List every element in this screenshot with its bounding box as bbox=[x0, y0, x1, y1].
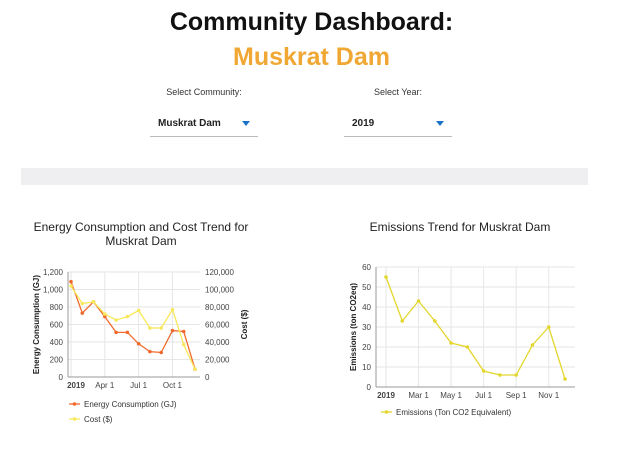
cost-point bbox=[125, 314, 130, 319]
emissions-point bbox=[416, 299, 421, 303]
energy-point bbox=[114, 330, 118, 335]
cost-legend-item-marker bbox=[72, 417, 77, 421]
cost-point bbox=[80, 301, 85, 306]
energy-legend-item-marker bbox=[72, 402, 77, 406]
energy-legend-item-label: Energy Consumption (GJ) bbox=[84, 400, 177, 409]
x-tick-label: Oct 1 bbox=[163, 381, 183, 390]
y2-tick-label: 80,000 bbox=[205, 303, 230, 312]
year-select-label: Select Year: bbox=[373, 87, 423, 97]
y-tick-label: 40 bbox=[362, 303, 371, 312]
cost-legend-item-label: Cost ($) bbox=[84, 415, 113, 424]
cost-point bbox=[136, 308, 141, 313]
section-divider bbox=[21, 168, 588, 185]
emissions-chart: 0 10 20 30 40 50 60 2019 Mar 1 May 1 Jul 1 Sep 1 Nov… bbox=[349, 263, 575, 417]
x-tick-label: 2019 bbox=[67, 381, 85, 390]
x-tick-label: Mar 1 bbox=[408, 391, 429, 400]
emissions-point bbox=[514, 373, 518, 377]
emissions-point bbox=[400, 319, 405, 323]
y-tick-label: 200 bbox=[50, 356, 64, 365]
energy-chart-title-line1: Energy Consumption and Cost Trend for bbox=[33, 220, 249, 234]
y-axis-title: Emissions (ton CO2eq) bbox=[349, 283, 358, 371]
x-tick-label: Nov 1 bbox=[538, 391, 559, 400]
y-tick-label: 0 bbox=[59, 373, 64, 382]
cost-point bbox=[159, 326, 163, 330]
emissions-point bbox=[384, 275, 388, 279]
x-tick-label: May 1 bbox=[440, 391, 462, 400]
emissions-legend-item-label: Emissions (Ton CO2 Equivalent) bbox=[396, 408, 511, 417]
year-select[interactable]: 2019 bbox=[344, 108, 452, 137]
y2-tick-label: 60,000 bbox=[205, 321, 230, 330]
y-tick-label: 10 bbox=[362, 363, 371, 372]
community-select-value: Muskrat Dam bbox=[158, 118, 221, 129]
cost-series-line bbox=[70, 285, 196, 370]
energy-point bbox=[125, 330, 130, 335]
y-tick-label: 1,000 bbox=[43, 286, 64, 295]
y-tick-label: 600 bbox=[50, 321, 64, 330]
x-tick-label: Jul 1 bbox=[130, 381, 147, 390]
community-select[interactable]: Muskrat Dam bbox=[150, 108, 258, 137]
energy-series-line bbox=[70, 281, 196, 370]
x-tick-label: Apr 1 bbox=[95, 381, 115, 390]
energy-point bbox=[69, 279, 73, 284]
y-tick-label: 60 bbox=[362, 263, 371, 272]
y-axis-title: Energy Consumption (GJ) bbox=[32, 275, 41, 374]
cost-point bbox=[193, 367, 197, 371]
emissions-point bbox=[465, 345, 470, 349]
energy-point bbox=[103, 314, 107, 319]
emissions-series-line bbox=[385, 276, 566, 380]
energy-chart-title: Energy Consumption and Cost Trend for Mu… bbox=[20, 220, 262, 248]
emissions-point bbox=[530, 343, 535, 347]
cost-point bbox=[181, 342, 186, 347]
community-select-label: Select Community: bbox=[166, 87, 242, 97]
emissions-point bbox=[449, 341, 453, 345]
emissions-point bbox=[481, 369, 486, 373]
energy-chart-title-line2: Muskrat Dam bbox=[105, 234, 177, 248]
energy-point bbox=[80, 311, 85, 315]
emissions-point bbox=[563, 377, 567, 381]
dashboard-title: Community Dashboard: bbox=[169, 8, 454, 36]
y2-tick-label: 20,000 bbox=[205, 356, 230, 365]
emissions-chart-title: Emissions Trend for Muskrat Dam bbox=[369, 220, 551, 234]
energy-point bbox=[148, 349, 152, 354]
emissions-point bbox=[433, 319, 437, 323]
y-tick-label: 30 bbox=[362, 323, 371, 332]
cost-point bbox=[69, 284, 73, 288]
y2-tick-label: 120,000 bbox=[205, 268, 234, 277]
y-tick-label: 400 bbox=[50, 338, 64, 347]
x-tick-label: 2019 bbox=[377, 391, 395, 400]
year-select-value: 2019 bbox=[352, 118, 375, 129]
y-tick-label: 0 bbox=[367, 383, 372, 392]
y-tick-label: 50 bbox=[362, 283, 371, 292]
y-tick-label: 800 bbox=[50, 303, 64, 312]
cost-point bbox=[114, 318, 118, 322]
y2-axis-title: Cost ($) bbox=[240, 309, 249, 339]
y2-tick-label: 100,000 bbox=[205, 286, 234, 295]
y2-tick-label: 0 bbox=[205, 373, 210, 382]
community-name-title: Muskrat Dam bbox=[233, 43, 390, 71]
emissions-point bbox=[546, 325, 551, 329]
cost-point bbox=[170, 307, 175, 312]
caret-down-icon bbox=[436, 121, 444, 126]
energy-cost-chart: 0 200 400 600 800 1,000 1,200 0 20,000 40,000 60,0… bbox=[32, 268, 249, 424]
caret-down-icon bbox=[242, 121, 250, 126]
cost-point bbox=[91, 299, 96, 304]
y-tick-label: 1,200 bbox=[43, 268, 64, 277]
y-tick-label: 20 bbox=[362, 343, 371, 352]
energy-point bbox=[181, 329, 186, 334]
cost-point bbox=[103, 312, 107, 316]
energy-point bbox=[136, 341, 141, 346]
cost-point bbox=[148, 326, 152, 330]
energy-point bbox=[170, 328, 175, 333]
x-tick-label: Sep 1 bbox=[506, 391, 527, 400]
y2-tick-label: 40,000 bbox=[205, 338, 230, 347]
energy-point bbox=[159, 350, 163, 355]
emissions-legend-item-marker bbox=[384, 410, 389, 414]
x-tick-label: Jul 1 bbox=[475, 391, 492, 400]
emissions-point bbox=[498, 373, 502, 377]
